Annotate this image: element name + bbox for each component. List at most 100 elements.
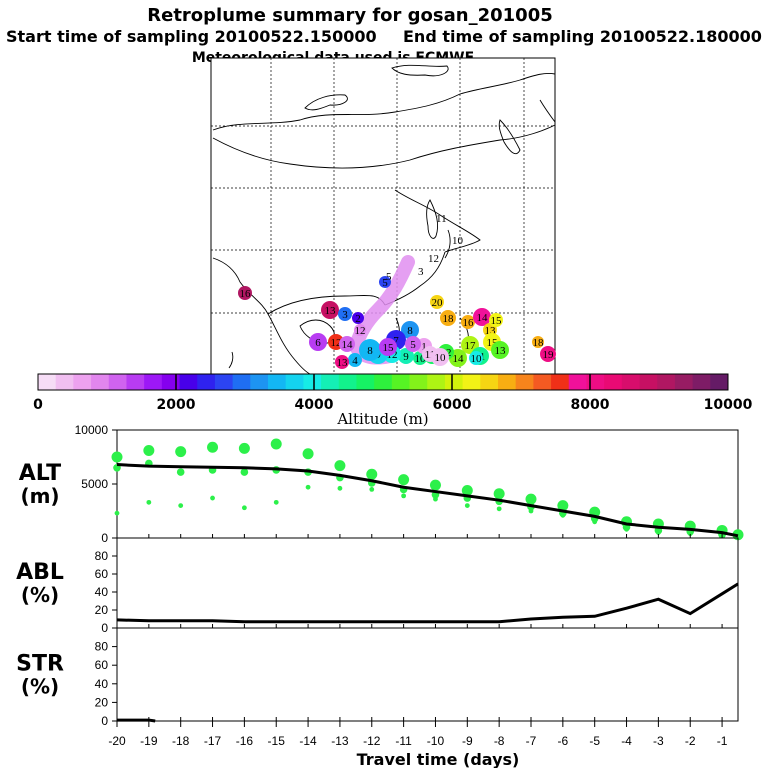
map-marker-dot [532, 336, 544, 348]
map-marker-dot [430, 295, 444, 309]
mean-altitude-line [116, 463, 739, 538]
map-marker-dot [238, 286, 252, 300]
map-marker: 18 [532, 336, 544, 349]
altitude-cluster-point [525, 493, 537, 505]
colorbar-swatch [657, 374, 676, 390]
map-marker-dot [309, 333, 327, 351]
x-tick-label: -17 [204, 734, 222, 748]
map-marker: 2 [352, 312, 364, 325]
map-marker-label: 1 [421, 341, 427, 353]
y-axis-label: ALT [19, 461, 61, 486]
map-frame [210, 57, 556, 375]
map-marker: 15 [489, 313, 503, 327]
map-marker-dot [431, 348, 449, 366]
map-marker-label: 15 [487, 337, 499, 349]
colorbar-swatch [38, 374, 57, 390]
colorbar-swatch [285, 374, 304, 390]
x-tick-label: -7 [526, 734, 537, 748]
colorbar-swatch [268, 374, 287, 390]
colorbar-swatch [356, 374, 375, 390]
map-marker-dot [440, 310, 456, 326]
map-marker: 10 [431, 348, 449, 366]
map-marker-label: 3 [342, 309, 348, 321]
map-markers: 1613325126874201816141315171412111091110… [238, 213, 556, 369]
x-tick-label: -20 [108, 734, 126, 748]
map-marker-label: 5 [410, 339, 416, 351]
map-marker-label: 18 [533, 337, 545, 349]
map-marker-dot [359, 339, 381, 361]
map-day-label: 5 [386, 271, 392, 283]
map-marker: 9 [398, 348, 414, 364]
altitude-cluster-point [429, 479, 441, 491]
colorbar-tick-label: 6000 [433, 397, 472, 413]
colorbar-swatch [126, 374, 145, 390]
colorbar-frame [37, 373, 729, 391]
map-marker-dot [469, 351, 483, 365]
map-marker-label: 5 [382, 277, 388, 289]
figure-title: Retroplume summary for gosan_201005 [147, 5, 553, 26]
map-marker: 14 [473, 308, 491, 326]
colorbar-swatch [338, 374, 357, 390]
altitude-cluster-point [238, 442, 250, 454]
colorbar-swatch [621, 374, 640, 390]
colorbar-swatch [444, 374, 464, 390]
x-tick-label: -14 [299, 734, 317, 748]
x-tick-label: -5 [589, 734, 600, 748]
map-marker-label: 14 [453, 353, 465, 365]
x-tick-label: -12 [363, 734, 381, 748]
colorbar-swatch [639, 374, 658, 390]
colorbar-swatch [214, 374, 234, 390]
map-marker-label: 13 [485, 325, 497, 337]
map-day-label: 10 [452, 235, 464, 247]
map-marker: 3 [338, 307, 352, 321]
map-marker-label: 10 [435, 352, 447, 364]
map-marker: 16 [238, 286, 252, 300]
altitude-cluster-point [557, 500, 569, 512]
map-marker-label: 9 [403, 351, 409, 363]
colorbar-swatch [427, 374, 446, 390]
colorbar-swatch [303, 374, 322, 390]
map-marker-label: 8 [407, 325, 413, 337]
altitude-cluster-point [461, 484, 473, 496]
map-marker: 15 [379, 338, 397, 356]
map-marker: 13 [335, 355, 349, 369]
altitude-cluster-point [241, 505, 247, 511]
x-tick-label: -1 [717, 734, 728, 748]
colorbar-swatch [568, 374, 587, 390]
map-marker-dot [354, 324, 366, 336]
colorbar-swatch [498, 374, 517, 390]
map-marker-label: 15 [491, 315, 503, 327]
colorbar-swatch [161, 374, 180, 390]
colorbar-swatch [250, 374, 269, 390]
map-marker-dot [540, 346, 556, 362]
y-tick-label: 80 [95, 549, 109, 563]
altitude-cluster-point [334, 460, 346, 472]
colorbar-swatch [73, 374, 92, 390]
colorbar-swatches [38, 374, 729, 390]
map-marker-label: 10 [415, 353, 427, 365]
colorbar-swatch [55, 374, 74, 390]
map-marker: 18 [440, 310, 456, 326]
x-tick-label: -6 [558, 734, 569, 748]
map-marker-dot [473, 308, 491, 326]
map-marker-label: 13 [325, 305, 337, 317]
x-tick-label: -10 [427, 734, 445, 748]
colorbar-swatch [604, 374, 623, 390]
altitude-cluster-point [210, 495, 215, 501]
map-marker-label: 2 [355, 313, 361, 325]
x-tick-label: -4 [621, 734, 632, 748]
map-marker: 20 [430, 295, 444, 309]
y-tick-label: 80 [95, 640, 109, 654]
y-tick-label: 10000 [75, 423, 109, 437]
colorbar-swatch [321, 374, 340, 390]
map-marker-label: 8 [367, 345, 373, 357]
map-marker-dot [401, 321, 419, 339]
altitude-cluster-point [496, 506, 502, 512]
y-tick-label: 0 [101, 531, 108, 545]
x-tick-label: -18 [172, 734, 190, 748]
map-marker-dot [352, 312, 364, 324]
altitude-cluster-point [401, 493, 407, 499]
y-axis-unit: (%) [21, 583, 59, 607]
x-tick-label: -11 [395, 734, 412, 748]
